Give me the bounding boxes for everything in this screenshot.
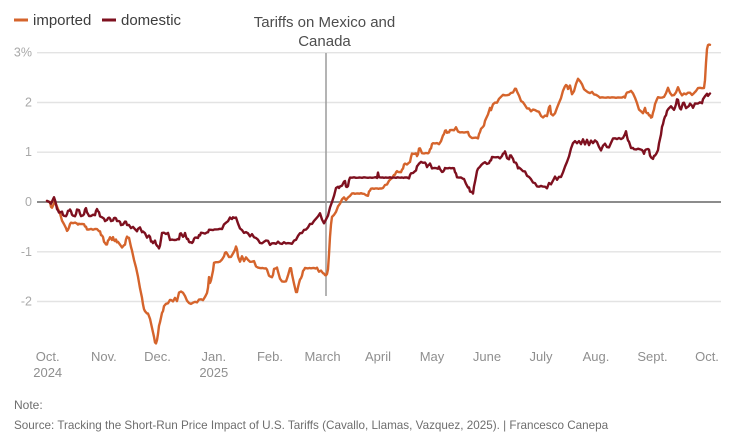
svg-text:July: July (529, 349, 553, 364)
svg-text:June: June (473, 349, 501, 364)
svg-text:Jan.: Jan. (202, 349, 227, 364)
svg-text:Sept.: Sept. (637, 349, 667, 364)
svg-text:-1: -1 (21, 245, 32, 259)
svg-text:2: 2 (25, 96, 32, 110)
svg-text:Canada: Canada (298, 33, 351, 50)
svg-text:Tariffs on Mexico and: Tariffs on Mexico and (254, 14, 395, 31)
svg-text:March: March (304, 349, 340, 364)
svg-text:domestic: domestic (121, 12, 182, 29)
svg-text:-2: -2 (21, 295, 32, 309)
svg-text:3%: 3% (14, 46, 32, 60)
svg-text:Nov.: Nov. (91, 349, 117, 364)
svg-text:0: 0 (25, 195, 32, 209)
svg-text:Oct.: Oct. (36, 349, 60, 364)
svg-text:imported: imported (33, 12, 91, 29)
svg-text:Note:: Note: (14, 398, 43, 412)
svg-text:2024: 2024 (33, 365, 62, 380)
svg-text:Feb.: Feb. (257, 349, 283, 364)
svg-text:Aug.: Aug. (583, 349, 610, 364)
svg-text:Dec.: Dec. (144, 349, 171, 364)
svg-text:Oct.: Oct. (695, 349, 719, 364)
svg-text:April: April (365, 349, 391, 364)
svg-text:1: 1 (25, 145, 32, 159)
svg-text:May: May (420, 349, 445, 364)
svg-text:2025: 2025 (199, 365, 228, 380)
svg-text:Source: Tracking the Short-Run: Source: Tracking the Short-Run Price Imp… (14, 419, 609, 432)
